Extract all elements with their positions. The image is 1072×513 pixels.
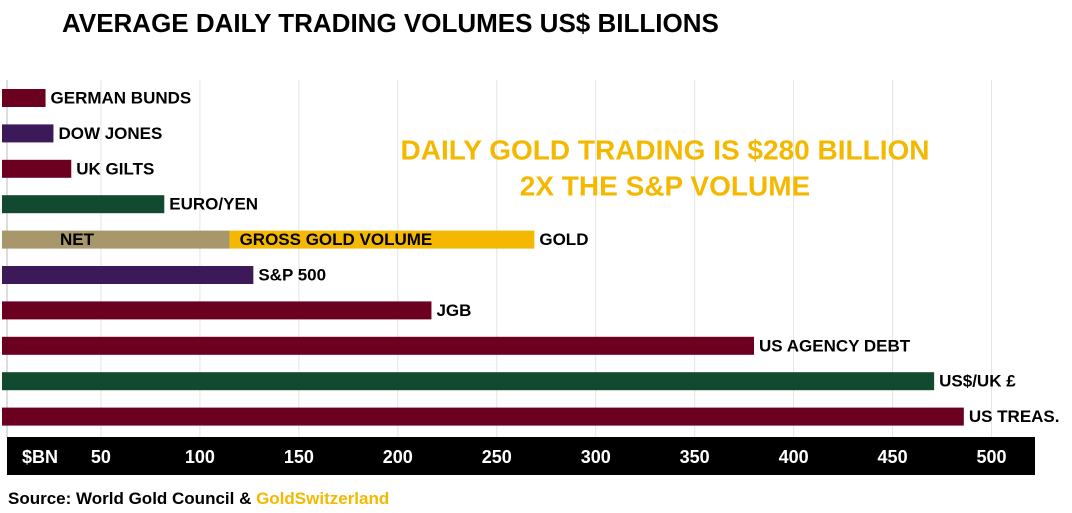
annotation: DAILY GOLD TRADING IS $280 BILLION xyxy=(401,134,930,165)
bar xyxy=(2,159,72,178)
x-tick-label: 400 xyxy=(779,447,809,467)
bar xyxy=(2,195,165,214)
bar-label: EURO/YEN xyxy=(169,195,258,214)
bar xyxy=(2,301,432,320)
bar-label: GERMAN BUNDS xyxy=(51,88,192,107)
x-tick-label: 300 xyxy=(581,447,611,467)
bar-label: UK GILTS xyxy=(76,159,154,178)
bar-label: DOW JONES xyxy=(58,124,162,143)
bar xyxy=(2,124,54,143)
source: Source: World Gold Council & GoldSwitzer… xyxy=(8,489,389,508)
bar-segment xyxy=(229,230,535,249)
annotation: 2X THE S&P VOLUME xyxy=(520,170,810,201)
bar-segment xyxy=(2,230,230,249)
bar-label: S&P 500 xyxy=(258,265,326,284)
bar-label: US AGENCY DEBT xyxy=(759,336,911,355)
x-tick-label: 450 xyxy=(878,447,908,467)
x-axis-label: $BN xyxy=(22,447,58,467)
bar xyxy=(2,266,254,284)
source-link: GoldSwitzerland xyxy=(256,489,389,508)
axis-band xyxy=(7,437,1035,475)
chart-title: AVERAGE DAILY TRADING VOLUMES US$ BILLIO… xyxy=(62,8,719,38)
bar xyxy=(2,89,46,107)
x-tick-label: 500 xyxy=(977,447,1007,467)
x-tick-label: 50 xyxy=(91,447,111,467)
x-tick-label: 350 xyxy=(680,447,710,467)
segment-label: GROSS GOLD VOLUME xyxy=(240,230,433,249)
segment-label: NET xyxy=(60,230,95,249)
x-tick-label: 250 xyxy=(482,447,512,467)
bar xyxy=(2,336,755,355)
x-tick-label: 200 xyxy=(383,447,413,467)
bar-label: US$/UK £ xyxy=(939,372,1016,391)
bar xyxy=(2,407,964,426)
bar-label: JGB xyxy=(436,301,471,320)
bar-label: GOLD xyxy=(539,230,588,249)
x-tick-label: 100 xyxy=(185,447,215,467)
source-text: Source: World Gold Council & xyxy=(8,489,256,508)
bar-label: US TREAS. xyxy=(969,407,1060,426)
x-tick-label: 150 xyxy=(284,447,314,467)
bar xyxy=(2,372,935,391)
